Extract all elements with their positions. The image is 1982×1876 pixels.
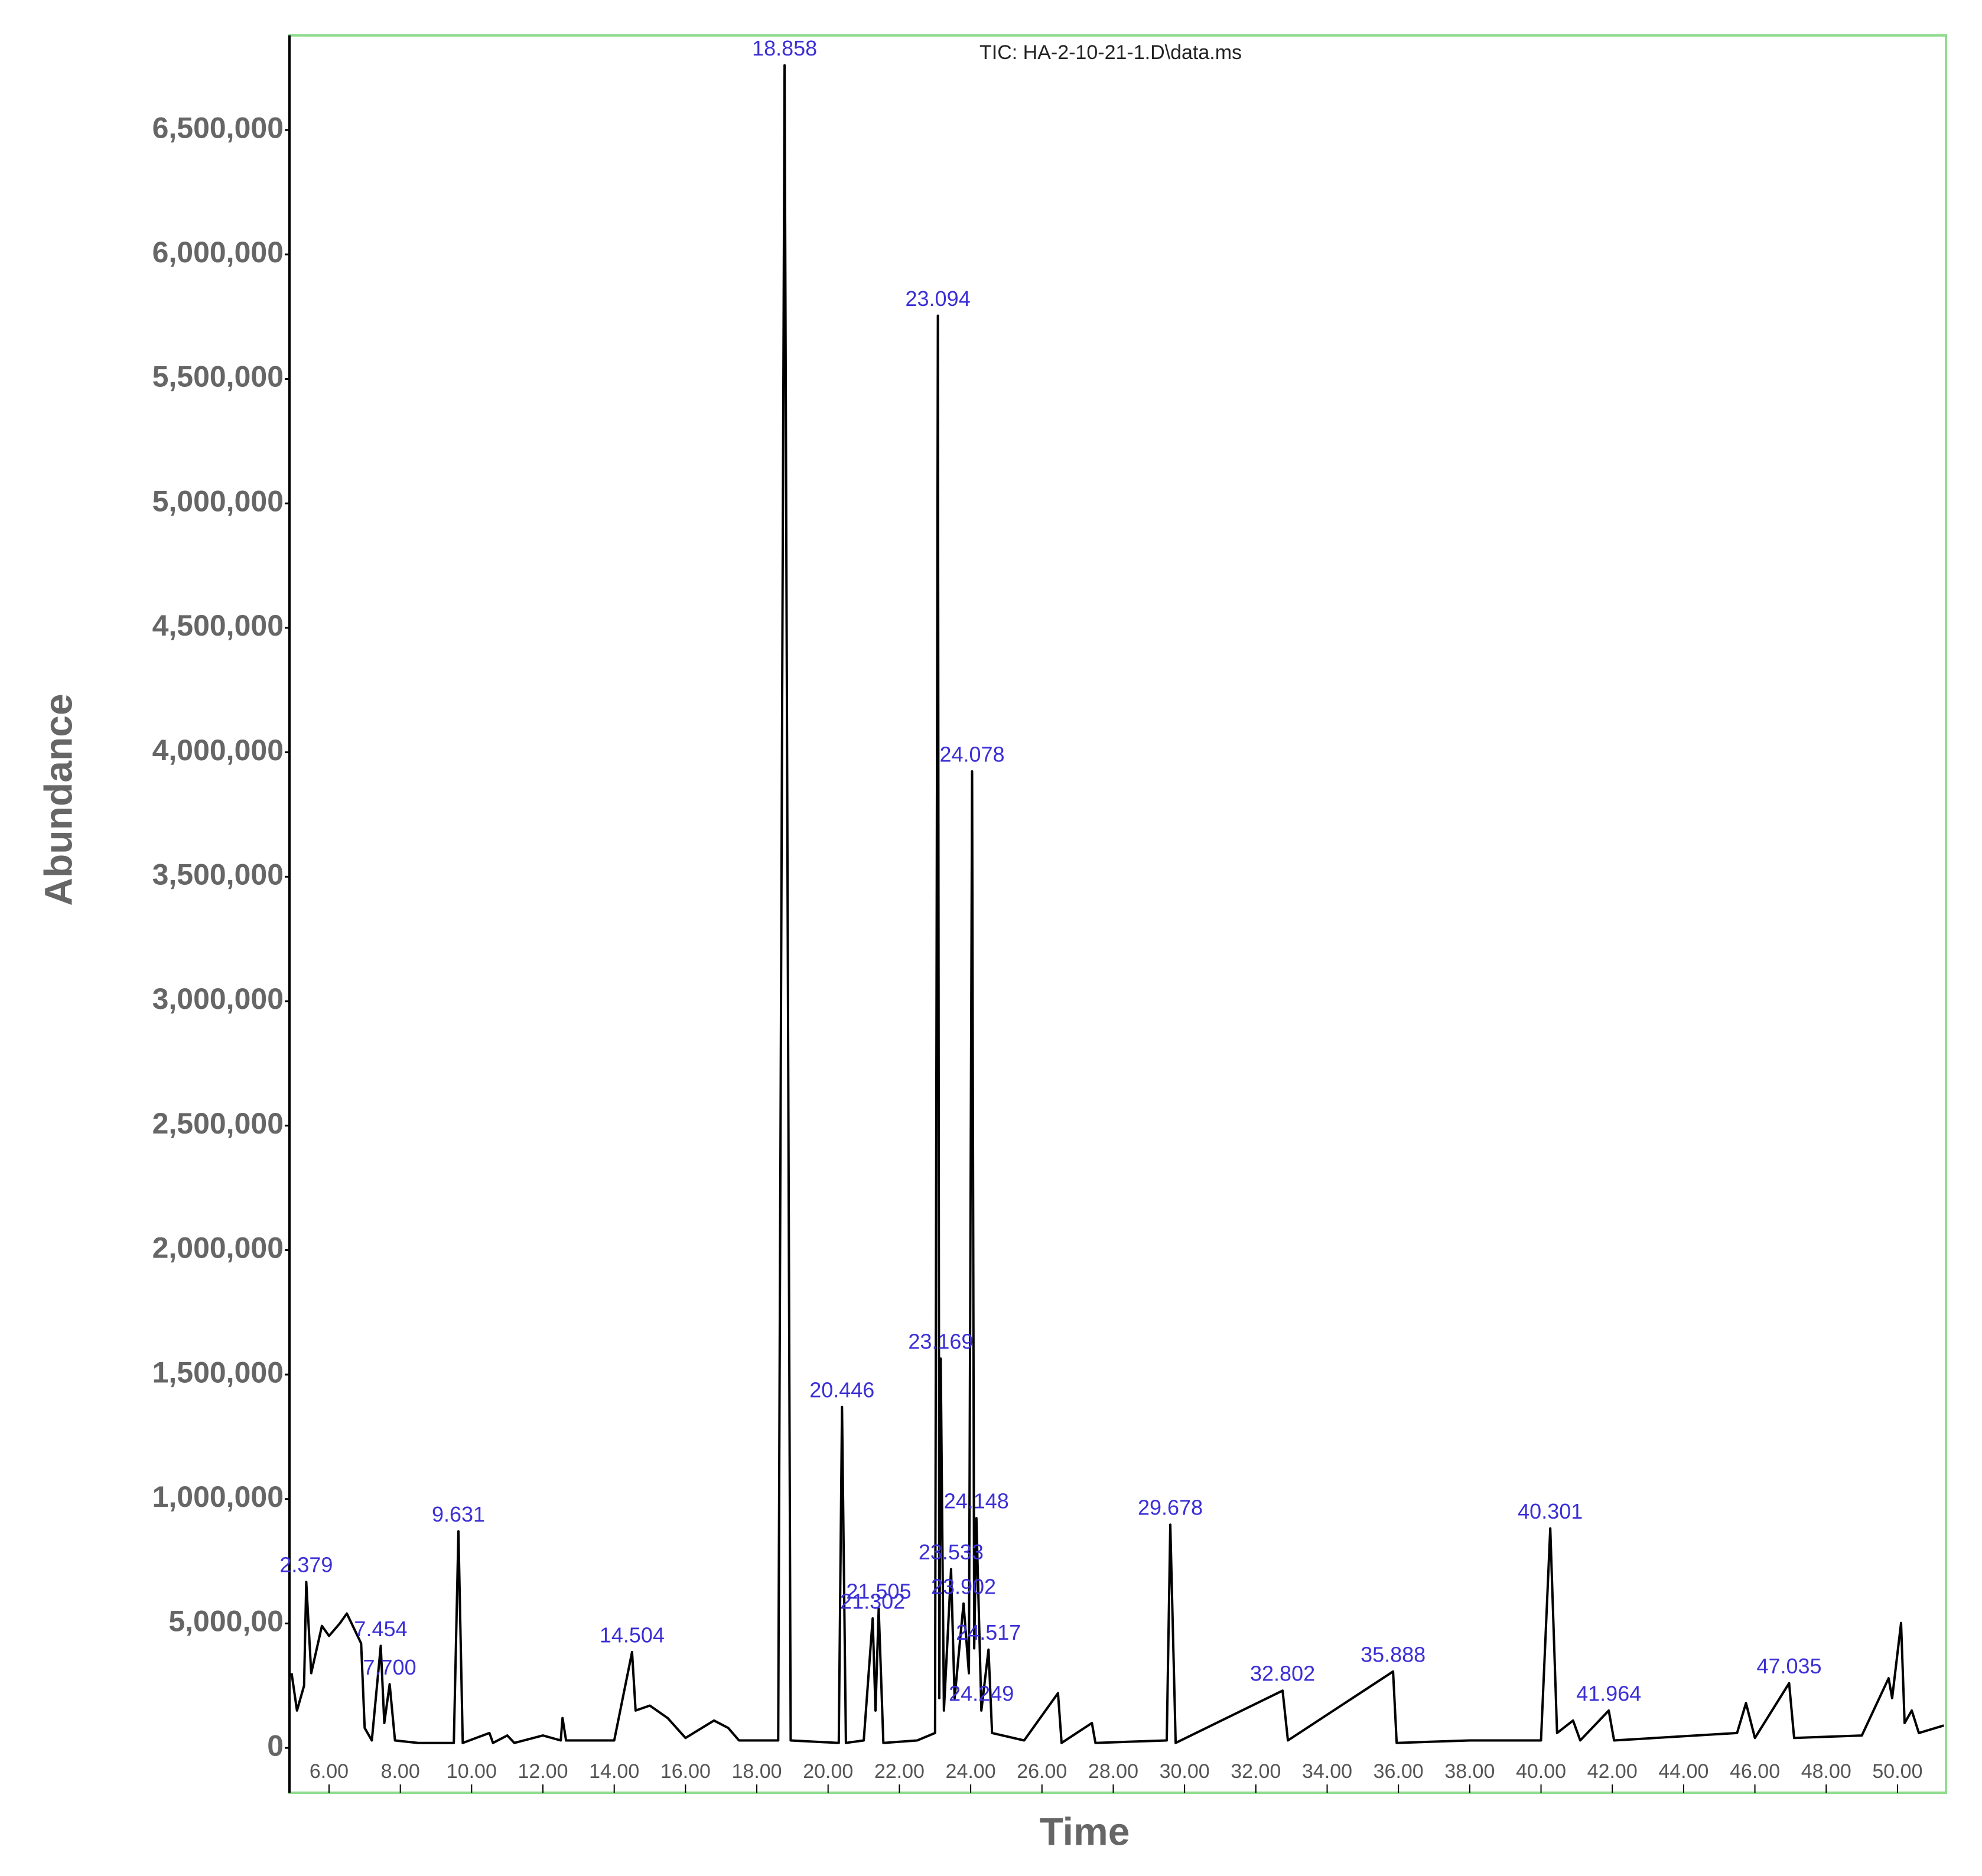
peak-label: 9.631 — [432, 1502, 485, 1526]
x-tick-label: 24.00 — [946, 1760, 996, 1783]
x-tick-label: 18.00 — [732, 1760, 782, 1783]
peak-label: 14.504 — [600, 1623, 665, 1647]
y-tick-label: 1,500,000 — [152, 1356, 284, 1389]
x-tick-label: 14.00 — [589, 1760, 639, 1783]
x-tick-label: 34.00 — [1302, 1760, 1352, 1783]
peak-label: 21.302 — [840, 1590, 905, 1614]
x-tick-label: 40.00 — [1516, 1760, 1566, 1783]
plot-frame — [288, 34, 1947, 1794]
y-tick-label: 6,000,000 — [152, 236, 284, 269]
y-tick-label: 1,000,000 — [152, 1480, 284, 1513]
x-tick-label: 46.00 — [1730, 1760, 1780, 1783]
x-tick-label: 32.00 — [1231, 1760, 1281, 1783]
x-tick-label: 8.00 — [381, 1760, 420, 1783]
y-tick-label: 5,500,000 — [152, 360, 284, 393]
y-tick-label: 2,500,000 — [152, 1107, 284, 1140]
y-tick-label: 0 — [267, 1729, 284, 1762]
x-tick-label: 36.00 — [1374, 1760, 1424, 1783]
peak-label: 23.094 — [906, 286, 971, 311]
peak-label: 21.505 — [846, 1579, 911, 1604]
x-tick-label: 26.00 — [1017, 1760, 1067, 1783]
x-tick-label: 30.00 — [1160, 1760, 1210, 1783]
x-tick-label: 16.00 — [660, 1760, 711, 1783]
peak-label: 35.888 — [1361, 1642, 1426, 1666]
peak-label: 7.454 — [354, 1617, 407, 1641]
y-tick-label: 3,000,000 — [152, 982, 284, 1015]
y-tick-label: 4,000,000 — [152, 734, 284, 767]
x-tick-label: 48.00 — [1801, 1760, 1851, 1783]
x-tick-label: 6.00 — [310, 1760, 349, 1783]
peak-label: 40.301 — [1518, 1499, 1583, 1523]
y-tick-label: 4,500,000 — [152, 609, 284, 642]
x-tick-label: 38.00 — [1444, 1760, 1495, 1783]
peak-label: 24.517 — [956, 1620, 1021, 1644]
peak-label: 23.169 — [908, 1330, 973, 1354]
peak-label: 41.964 — [1576, 1681, 1641, 1705]
x-axis-title: Time — [1040, 1809, 1130, 1853]
x-tick-label: 12.00 — [518, 1760, 568, 1783]
x-tick-label: 28.00 — [1088, 1760, 1138, 1783]
peak-label: 20.446 — [809, 1377, 874, 1402]
x-tick-label: 22.00 — [874, 1760, 925, 1783]
peak-label: 7.700 — [363, 1655, 416, 1679]
peak-label: 2.379 — [279, 1553, 333, 1577]
chromatogram-line — [290, 64, 1944, 1744]
x-tick-label: 50.00 — [1872, 1760, 1922, 1783]
y-tick-label: 3,500,000 — [152, 858, 284, 891]
peak-label: 29.678 — [1138, 1496, 1203, 1520]
peak-label: 24.078 — [939, 742, 1004, 767]
x-tick-label: 20.00 — [803, 1760, 853, 1783]
y-tick-label: 5,000,000 — [152, 484, 284, 517]
peak-label: 18.858 — [752, 36, 817, 60]
chart-title: TIC: HA-2-10-21-1.D\data.ms — [979, 41, 1242, 64]
y-tick-label: 2,000,000 — [152, 1232, 284, 1265]
y-tick-label: 6,500,000 — [152, 111, 284, 144]
peak-label: 23.533 — [919, 1540, 984, 1564]
peak-label: 24.148 — [944, 1489, 1009, 1513]
peak-label: 23.902 — [931, 1574, 996, 1598]
y-axis-title: Abundance — [36, 693, 80, 906]
x-tick-label: 44.00 — [1658, 1760, 1708, 1783]
peak-label: 24.249 — [949, 1681, 1014, 1705]
x-tick-label: 10.00 — [447, 1760, 497, 1783]
peak-label: 32.802 — [1250, 1662, 1315, 1686]
x-tick-label: 42.00 — [1587, 1760, 1638, 1783]
peak-label: 47.035 — [1756, 1654, 1821, 1678]
y-tick-label: 5,000,00 — [168, 1605, 284, 1638]
